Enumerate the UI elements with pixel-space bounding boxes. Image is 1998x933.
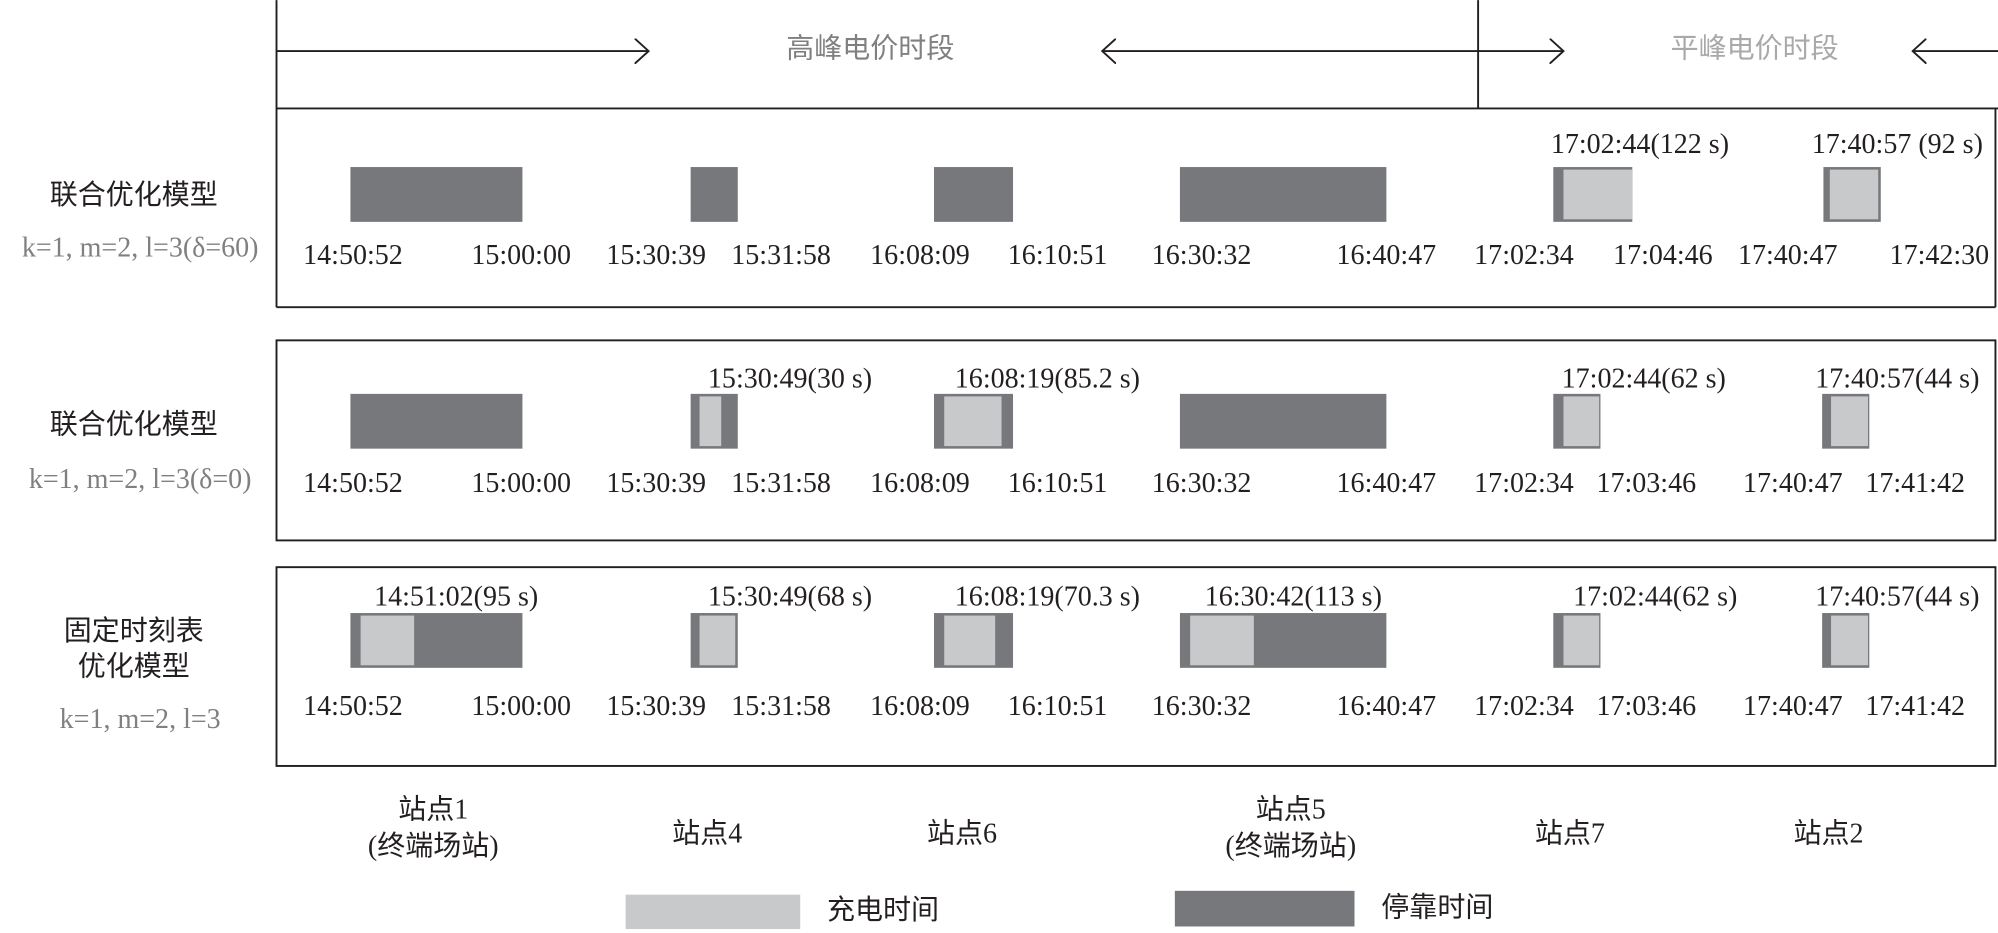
legend-swatch: [625, 894, 801, 930]
charge-annotation: 17:02:44(62 s): [1573, 581, 1737, 612]
time-label: 14:50:52: [303, 691, 403, 722]
time-label: 16:08:09: [870, 240, 970, 271]
legend-swatch: [1174, 890, 1355, 927]
charge-annotation: 17:40:57 (92 s): [1812, 129, 1983, 160]
charge-bar: [1831, 615, 1869, 666]
charge-bar: [1829, 169, 1879, 220]
time-label: 17:03:46: [1596, 468, 1696, 499]
time-label: 16:40:47: [1337, 691, 1437, 722]
time-label: 16:08:09: [870, 691, 970, 722]
charge-annotation: 16:08:19(70.3 s): [955, 581, 1140, 612]
time-label: 17:04:46: [1613, 240, 1713, 271]
row-title: 联合优化模型: [50, 408, 218, 440]
charge-bar: [1563, 615, 1600, 666]
time-label: 15:30:39: [606, 468, 706, 499]
time-label: 17:03:46: [1596, 691, 1696, 722]
charge-annotation: 15:30:49(30 s): [708, 364, 872, 395]
time-label: 16:40:47: [1337, 240, 1437, 271]
legend-label: 停靠时间: [1381, 891, 1493, 923]
station-label: 站点1: [398, 793, 468, 825]
time-label: 17:42:30: [1890, 240, 1990, 271]
rows: 联合优化模型 k=1, m=2, l=3(δ=60) 14:50:52 15:00:0…: [22, 108, 1997, 862]
legend-label: 充电时间: [827, 894, 939, 926]
time-label: 15:00:00: [471, 691, 571, 722]
charge-annotation: 15:30:49(68 s): [708, 581, 872, 612]
time-label: 17:02:34: [1474, 468, 1574, 499]
time-label: 17:41:42: [1865, 468, 1965, 499]
time-label: 17:02:34: [1474, 691, 1574, 722]
time-label: 17:41:42: [1865, 691, 1965, 722]
dwell-bar: [350, 393, 523, 449]
charge-annotation: 17:02:44(62 s): [1562, 364, 1726, 395]
time-label: 17:40:47: [1743, 468, 1843, 499]
time-label: 16:10:51: [1008, 691, 1108, 722]
time-label: 15:00:00: [471, 468, 571, 499]
station-label: (终端场站): [1225, 830, 1356, 862]
time-label: 15:31:58: [731, 468, 831, 499]
time-label: 15:31:58: [731, 691, 831, 722]
time-label: 15:31:58: [731, 240, 831, 271]
time-label: 15:00:00: [471, 240, 571, 271]
station-label: 站点6: [927, 817, 997, 849]
time-label: 15:30:39: [606, 691, 706, 722]
charge-bar: [1831, 396, 1869, 447]
station-label: (终端场站): [368, 830, 499, 862]
legend: 充电时间 停靠时间: [625, 890, 1493, 930]
time-label: 16:30:32: [1152, 691, 1252, 722]
row-title: 联合优化模型: [50, 179, 218, 211]
time-label: 16:10:51: [1008, 240, 1108, 271]
header: 高峰电价时段 平峰电价时段: [275, 0, 1998, 308]
time-label: 16:10:51: [1008, 468, 1108, 499]
time-label: 17:40:47: [1743, 691, 1843, 722]
charge-bar: [1563, 396, 1600, 447]
charge-annotation: 17:02:44(122 s): [1551, 129, 1729, 160]
charge-bar: [360, 615, 415, 666]
charge-bar: [699, 396, 722, 447]
row-box: [275, 566, 1997, 767]
station-label: 站点7: [1535, 817, 1605, 849]
row-title: 优化模型: [78, 651, 190, 683]
charge-bar: [1563, 169, 1633, 220]
row-params: k=1, m=2, l=3(δ=0): [29, 464, 252, 495]
dwell-bar: [690, 167, 738, 222]
dwell-bar: [934, 167, 1014, 222]
time-label: 14:50:52: [303, 240, 403, 271]
row-box: [275, 339, 1997, 542]
time-label: 16:30:32: [1152, 468, 1252, 499]
time-label: 14:50:52: [303, 468, 403, 499]
row-params: k=1, m=2, l=3: [60, 704, 221, 735]
time-label: 17:40:47: [1738, 240, 1838, 271]
station-label: 站点4: [672, 817, 742, 849]
charge-annotation: 16:30:42(113 s): [1205, 581, 1382, 612]
charge-annotation: 16:08:19(85.2 s): [955, 364, 1140, 395]
charge-annotation: 17:40:57(44 s): [1815, 364, 1979, 395]
charge-bar: [699, 615, 736, 666]
row-params: k=1, m=2, l=3(δ=60): [22, 232, 259, 263]
charge-annotation: 17:40:57(44 s): [1815, 581, 1979, 612]
station-label: 站点5: [1256, 793, 1326, 825]
time-label: 16:40:47: [1337, 468, 1437, 499]
row-title: 固定时刻表: [64, 615, 204, 647]
time-label: 16:30:32: [1152, 240, 1252, 271]
dwell-bar: [1179, 393, 1387, 449]
time-label: 15:30:39: [606, 240, 706, 271]
dwell-bar: [1179, 167, 1387, 222]
charge-annotation: 14:51:02(95 s): [374, 581, 538, 612]
station-label: 站点2: [1794, 817, 1864, 849]
peak-label: 高峰电价时段: [786, 33, 954, 65]
time-label: 17:02:34: [1474, 240, 1574, 271]
dwell-bar: [350, 167, 523, 222]
charge-bar: [1190, 615, 1254, 666]
time-label: 16:08:09: [870, 468, 970, 499]
flat-label: 平峰电价时段: [1671, 33, 1839, 65]
charge-bar: [944, 615, 996, 666]
charge-bar: [944, 396, 1002, 447]
